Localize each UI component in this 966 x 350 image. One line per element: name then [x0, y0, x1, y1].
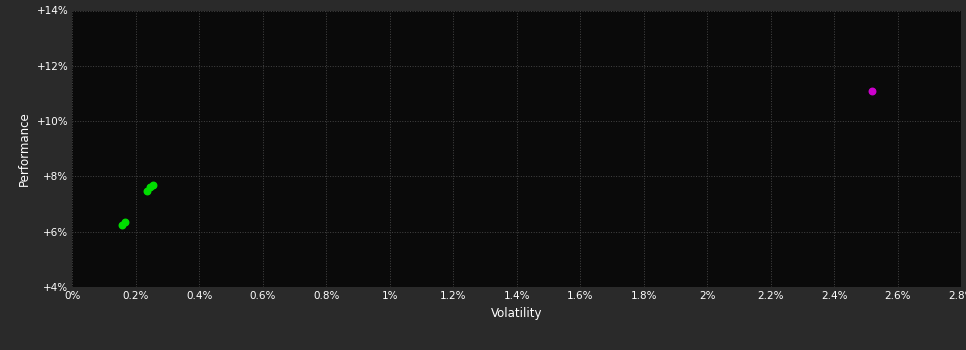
Point	[114, 222, 129, 228]
X-axis label: Volatility: Volatility	[491, 307, 543, 320]
Point	[117, 219, 132, 225]
Point	[143, 184, 158, 190]
Point	[865, 89, 880, 94]
Point	[139, 188, 155, 194]
Y-axis label: Performance: Performance	[18, 111, 31, 186]
Point	[146, 182, 161, 188]
